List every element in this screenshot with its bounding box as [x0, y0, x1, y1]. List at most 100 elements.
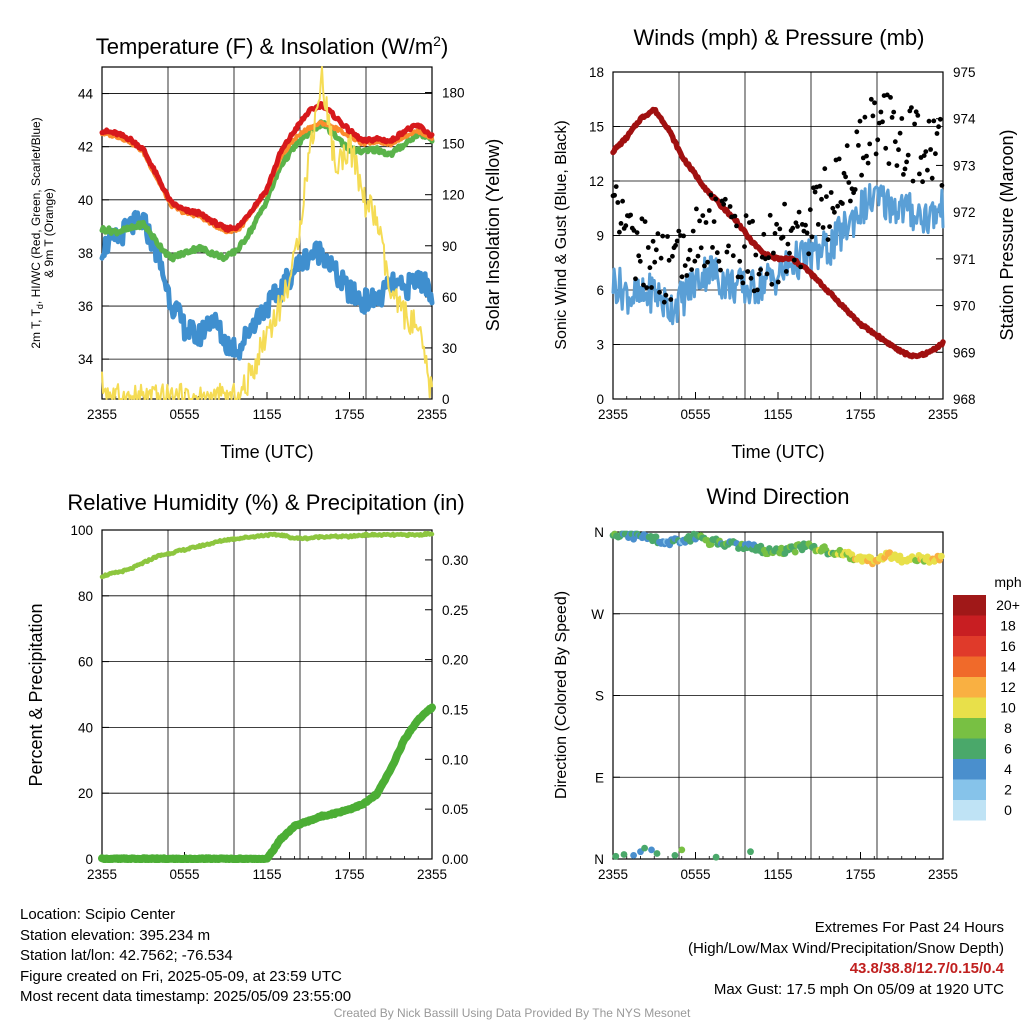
y2-tick-label: 971 — [953, 252, 976, 267]
gust-point — [798, 264, 804, 270]
gust-point — [687, 247, 693, 253]
x-tick-label: 2355 — [87, 407, 117, 422]
gust-point — [796, 209, 802, 215]
y2-axis-label-pressure: Station Pressure (Maroon) — [997, 129, 1017, 340]
gust-point — [697, 218, 702, 224]
chart-title-direction: Wind Direction — [706, 484, 849, 509]
y-tick-label: 6 — [596, 283, 604, 298]
gust-point — [921, 153, 927, 159]
plot-frame — [101, 529, 433, 860]
gust-point — [934, 131, 940, 136]
y2-tick-label: 180 — [442, 86, 465, 101]
gust-point — [633, 276, 638, 282]
gust-point — [702, 263, 707, 269]
legend-label: 0 — [1004, 802, 1012, 818]
gust-point — [872, 100, 877, 106]
gust-point — [807, 207, 813, 213]
x-axis-label: Time (UTC) — [731, 442, 824, 462]
gust-point — [920, 179, 925, 185]
gust-point — [909, 105, 914, 110]
direction-point — [747, 848, 754, 856]
gust-point — [690, 228, 696, 234]
direction-point — [648, 846, 655, 854]
gust-point — [865, 160, 871, 166]
gust-point — [748, 275, 754, 281]
gust-point — [617, 229, 622, 235]
x-tick-label: 2355 — [598, 867, 628, 882]
gust-point — [859, 172, 864, 178]
gust-point — [663, 292, 669, 298]
gust-point — [666, 257, 672, 263]
x-tick-label: 2355 — [87, 867, 117, 882]
y-tick-label: 60 — [78, 655, 93, 670]
gust-point — [692, 258, 698, 264]
gust-point — [775, 279, 781, 285]
y2-tick-label: 0.30 — [442, 553, 468, 568]
y-axis-label-direction: Direction (Colored By Speed) — [553, 591, 570, 799]
gust-point — [864, 153, 869, 159]
y-axis-label-wind: Sonic Wind & Gust (Blue, Black) — [553, 120, 570, 349]
gust-point — [862, 114, 868, 120]
humidity-panel: 0 20 40 60 80 100 0.00 0.05 0.10 0.15 0.20 0.25 0.30… — [26, 490, 468, 882]
gust-point — [782, 201, 787, 207]
y2-tick-label: 0.05 — [442, 802, 468, 817]
recent-timestamp: Most recent data timestamp: 2025/05/09 2… — [20, 988, 352, 1005]
gust-point — [891, 109, 897, 115]
gust-point — [639, 216, 645, 222]
figure-created: Figure created on Fri, 2025-05-09, at 23… — [20, 967, 342, 985]
gust-point — [785, 241, 791, 247]
gust-point — [674, 238, 680, 244]
y-tick-label: 36 — [78, 299, 93, 314]
gust-point — [933, 151, 938, 157]
gust-point — [718, 267, 723, 273]
gust-point — [836, 156, 842, 162]
gust-point — [780, 234, 786, 240]
x-tick-label: 2355 — [417, 867, 447, 882]
y-tick-label: 44 — [78, 87, 94, 102]
gust-point — [650, 238, 656, 244]
gust-point — [689, 267, 694, 272]
gust-point — [682, 263, 688, 268]
winds-panel: 0 3 6 9 12 15 18 968 969 970 971 972 973 974 975 2355 05… — [553, 25, 1017, 462]
gust-point — [620, 198, 625, 204]
gust-point — [925, 167, 930, 173]
extremes-values: 43.8/38.8/12.7/0.15/0.4 — [849, 960, 1004, 977]
extremes-info: Extremes For Past 24 Hours (High/Low/Max… — [688, 918, 1004, 1000]
gust-point — [636, 253, 642, 259]
gust-point — [897, 130, 903, 136]
direction-point — [630, 535, 637, 543]
direction-point — [620, 851, 628, 858]
gust-point — [886, 161, 892, 167]
gust-point — [767, 212, 773, 218]
y-tick-label: W — [591, 607, 604, 622]
gust-point — [756, 271, 762, 277]
series-line-precipitation — [98, 703, 436, 863]
gust-point — [835, 203, 840, 209]
gust-point — [771, 250, 776, 256]
gust-point — [724, 249, 730, 255]
gust-point — [888, 95, 893, 100]
y-tick-label: 20 — [78, 786, 93, 801]
series-line-hi-wc — [99, 209, 435, 361]
gust-point — [870, 113, 876, 119]
y2-tick-label: 974 — [953, 112, 976, 127]
gust-point — [742, 244, 747, 250]
gust-point — [777, 226, 783, 232]
series-line-td — [99, 119, 435, 263]
series-line-2m-t — [99, 101, 435, 233]
gust-point — [791, 257, 797, 263]
gust-point — [825, 237, 831, 243]
x-tick-label: 0555 — [680, 867, 710, 882]
gust-point — [832, 209, 837, 215]
gust-point — [684, 273, 690, 278]
gust-point — [819, 196, 824, 202]
gust-point — [896, 147, 901, 153]
y2-tick-label: 973 — [953, 158, 976, 173]
y-tick-label: E — [595, 770, 604, 785]
legend-label: 14 — [1000, 659, 1016, 675]
direction-point — [886, 549, 894, 557]
x-tick-label: 0555 — [169, 867, 199, 882]
x-tick-label: 1155 — [763, 407, 792, 422]
y-tick-label: N — [594, 852, 604, 867]
